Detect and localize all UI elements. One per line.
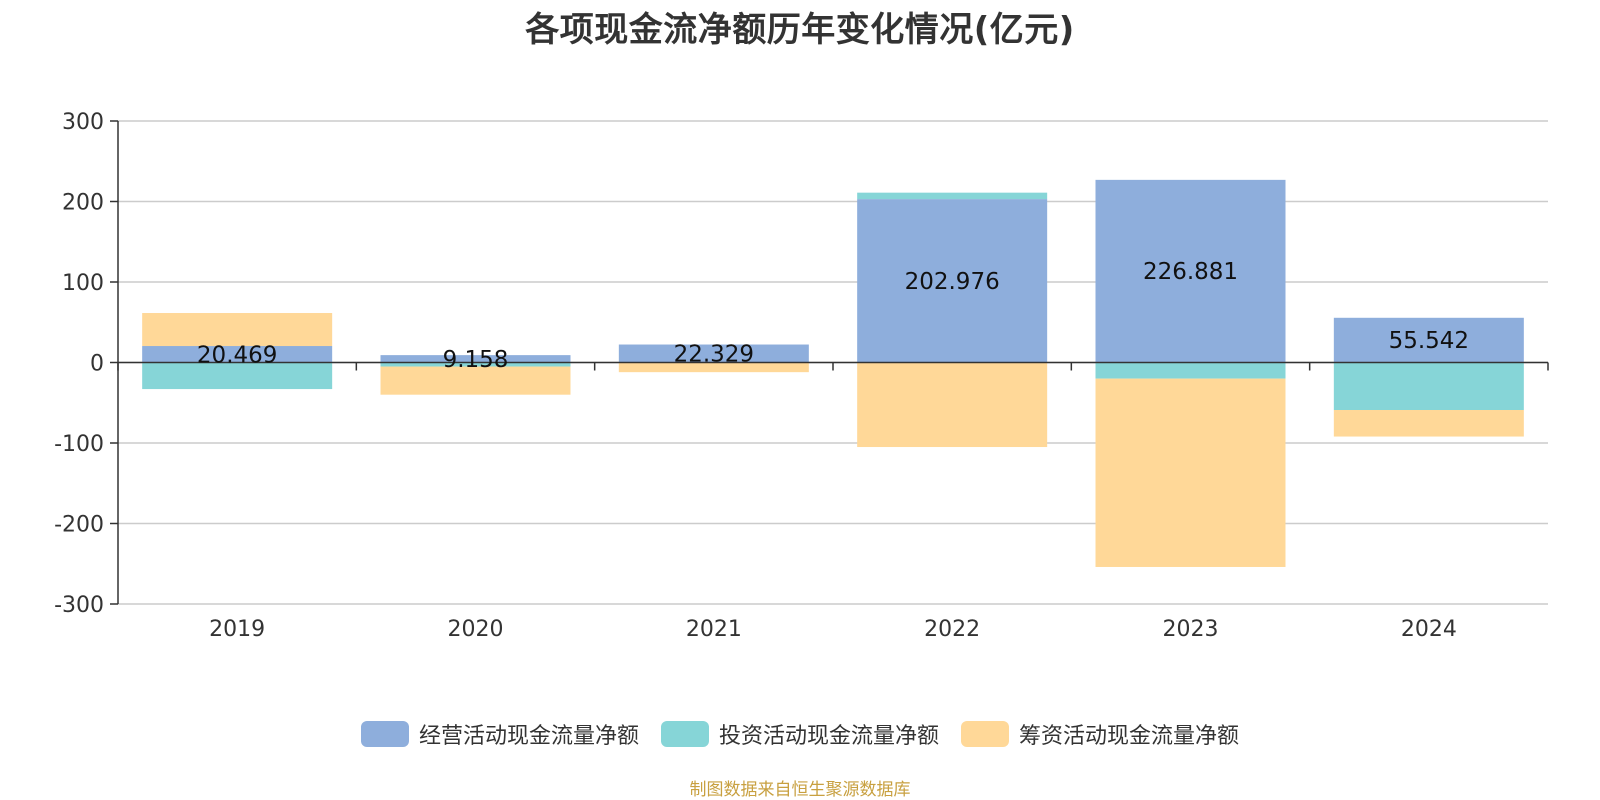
bar-series2-2024 xyxy=(1333,409,1524,437)
x-tick-label: 2024 xyxy=(1401,617,1457,642)
bar-series1-2024 xyxy=(1333,362,1524,410)
legend-swatch-financing xyxy=(961,721,1009,747)
y-tick-label: 100 xyxy=(62,271,104,296)
x-tick-label: 2022 xyxy=(924,617,980,642)
bar-series0-2024 xyxy=(1333,317,1524,363)
data-label: 202.976 xyxy=(905,269,1000,295)
y-tick-label: -100 xyxy=(54,432,104,457)
bar-series2-2021 xyxy=(618,362,809,373)
bar-series0-2022 xyxy=(857,199,1048,363)
x-tick-label: 2023 xyxy=(1163,617,1219,642)
y-tick-label: 200 xyxy=(62,191,104,216)
data-label: 55.542 xyxy=(1389,328,1469,354)
data-label: 20.469 xyxy=(197,342,277,368)
y-tick-label: 0 xyxy=(90,352,104,377)
legend-item-investing[interactable]: 投资活动现金流量净额 xyxy=(660,718,939,750)
legend-item-financing[interactable]: 筹资活动现金流量净额 xyxy=(961,718,1239,750)
bar-series2-2022 xyxy=(857,362,1048,448)
x-tick-label: 2021 xyxy=(686,617,742,642)
chart-plot: 300 200 100 0 -100 -200 -300 20.469 9.158 22.329 2… xyxy=(54,110,1549,642)
x-tick-label: 2019 xyxy=(209,617,265,642)
bar-series1-2023 xyxy=(1095,362,1286,379)
data-label: 9.158 xyxy=(443,347,509,373)
bar-series0-2023 xyxy=(1095,179,1286,363)
chart-title: 各项现金流净额历年变化情况(亿元) xyxy=(525,10,1075,50)
y-tick-label: -300 xyxy=(54,593,104,618)
x-tick-label: 2020 xyxy=(448,617,504,642)
legend-label-investing: 投资活动现金流量净额 xyxy=(718,724,939,749)
data-label: 226.881 xyxy=(1143,259,1238,285)
source-footer: 制图数据来自恒生聚源数据库 xyxy=(689,780,911,800)
bar-series0-2020 xyxy=(380,355,571,363)
bar-series2-2020 xyxy=(380,366,571,395)
bar-series1-2022 xyxy=(857,192,1048,200)
legend-item-operating[interactable]: 经营活动现金流量净额 xyxy=(360,718,639,750)
bar-series2-2023 xyxy=(1095,378,1286,567)
legend-label-operating: 经营活动现金流量净额 xyxy=(418,724,639,749)
legend-swatch-operating xyxy=(360,721,409,747)
bar-series0-2019 xyxy=(142,346,333,363)
y-tick-label: 300 xyxy=(62,110,104,135)
legend-swatch-investing xyxy=(660,721,709,747)
bar-series0-2021 xyxy=(618,344,809,363)
bar-series1-2020 xyxy=(380,362,571,367)
data-label: 22.329 xyxy=(674,342,754,368)
legend: 经营活动现金流量净额 投资活动现金流量净额 筹资活动现金流量净额 xyxy=(0,718,1600,750)
y-tick-label: -200 xyxy=(54,513,104,538)
legend-label-financing: 筹资活动现金流量净额 xyxy=(1019,724,1240,749)
bar-series1-2019 xyxy=(142,362,333,390)
bar-series2-2019 xyxy=(142,313,333,347)
